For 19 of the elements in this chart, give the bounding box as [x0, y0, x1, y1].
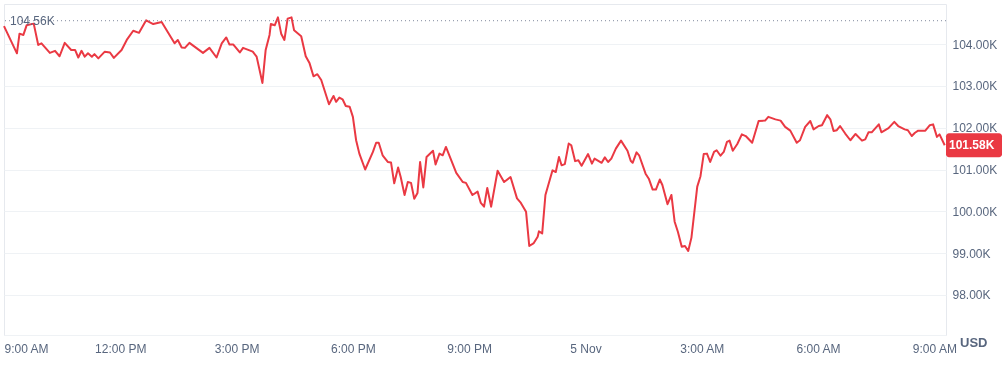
- x-tick-label: 3:00 AM: [680, 341, 725, 356]
- x-tick-label: 6:00 AM: [796, 341, 841, 356]
- y-tick-label: 100.00K: [952, 204, 998, 219]
- x-tick-label: 12:00 PM: [95, 341, 147, 356]
- x-tick-label: 9:00 AM: [912, 341, 957, 356]
- y-tick-label: 98.00K: [952, 288, 991, 303]
- x-tick-label: 3:00 PM: [214, 341, 260, 356]
- annotation: 101.58K: [949, 138, 995, 153]
- x-tick-label: 6:00 PM: [331, 341, 376, 356]
- x-tick-label: 9:00 PM: [447, 341, 493, 356]
- y-tick-label: 99.00K: [952, 246, 991, 261]
- y-axis-title: USD: [960, 335, 988, 350]
- y-tick-label: 102.00K: [952, 121, 998, 136]
- x-tick-label: 5 Nov: [570, 341, 602, 356]
- y-tick-label: 103.00K: [952, 79, 998, 94]
- y-tick-label: 104.00K: [952, 37, 998, 52]
- ref-line-label: 104.56K: [10, 13, 55, 28]
- y-tick-label: 101.00K: [952, 163, 998, 177]
- x-tick-label: 9:00 AM: [4, 341, 49, 356]
